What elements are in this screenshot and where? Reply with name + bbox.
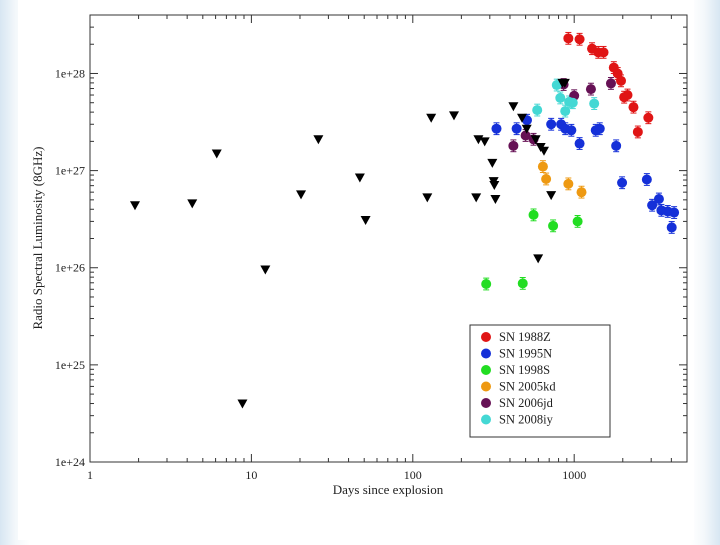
data-point-sn-1995n bbox=[611, 140, 622, 151]
data-point-sn-1998s bbox=[528, 209, 539, 220]
data-point-sn-1998s bbox=[548, 220, 559, 231]
upper-limit-marker bbox=[471, 193, 482, 203]
data-point-sn-2008iy bbox=[589, 98, 600, 109]
upper-limit-marker bbox=[296, 190, 307, 200]
data-point-sn-2005kd bbox=[541, 173, 552, 184]
data-point-sn-1998s bbox=[572, 216, 583, 227]
data-point-sn-2005kd bbox=[563, 178, 574, 189]
y-tick-label: 1e+24 bbox=[55, 455, 85, 469]
data-point-sn-2008iy bbox=[560, 106, 571, 117]
data-point-sn-1988z bbox=[643, 112, 654, 123]
upper-limit-marker bbox=[489, 181, 500, 191]
upper-limit-marker bbox=[448, 111, 459, 121]
axis-ticks bbox=[89, 14, 688, 463]
legend-marker-sn-2006jd bbox=[481, 398, 491, 408]
legend-marker-sn-2008iy bbox=[481, 414, 491, 425]
upper-limit-marker bbox=[211, 149, 222, 159]
legend-box bbox=[469, 324, 611, 438]
upper-limit-marker bbox=[260, 265, 271, 275]
data-point-sn-1995n bbox=[594, 123, 605, 134]
data-point-sn-2006jd bbox=[520, 130, 531, 141]
data-point-sn-1995n bbox=[666, 222, 677, 233]
upper-limit-marker bbox=[479, 137, 490, 147]
y-tick-label: 1e+25 bbox=[55, 358, 85, 372]
data-point-sn-1988z bbox=[598, 47, 609, 58]
data-point-sn-2005kd bbox=[537, 161, 548, 172]
data-point-sn-1995n bbox=[511, 123, 522, 134]
upper-limit-marker bbox=[508, 102, 519, 112]
legend-marker-sn-1988z bbox=[481, 332, 491, 342]
data-point-sn-2006jd bbox=[605, 78, 616, 89]
legend-label-sn-2005kd: SN 2005kd bbox=[499, 380, 556, 394]
upper-limit-marker bbox=[129, 201, 140, 211]
y-axis-label: Radio Spectral Luminosity (8GHz) bbox=[30, 146, 45, 329]
data-point-sn-2006jd bbox=[508, 140, 519, 151]
upper-limit-marker bbox=[313, 135, 324, 145]
legend-label-sn-1988z: SN 1988Z bbox=[499, 330, 551, 344]
legend-label-sn-2006jd: SN 2006jd bbox=[499, 396, 554, 410]
y-tick-label: 1e+26 bbox=[55, 261, 85, 275]
upper-limit-marker bbox=[354, 173, 365, 183]
data-point-sn-2005kd bbox=[576, 187, 587, 198]
legend-marker-sn-1995n bbox=[481, 348, 491, 359]
legend-label-sn-2008iy: SN 2008iy bbox=[499, 413, 554, 427]
upper-limit-marker bbox=[426, 113, 437, 123]
upper-limit-marker bbox=[521, 124, 532, 134]
data-markers bbox=[129, 33, 680, 409]
data-point-sn-1995n bbox=[617, 177, 628, 188]
data-point-sn-1988z bbox=[563, 33, 574, 44]
x-tick-label: 100 bbox=[404, 468, 422, 482]
legend-label-sn-1995n: SN 1995N bbox=[499, 347, 552, 361]
upper-limit-marker bbox=[487, 158, 498, 168]
x-tick-label: 1000 bbox=[562, 468, 586, 482]
upper-limit-marker bbox=[490, 195, 501, 205]
data-point-sn-1995n bbox=[574, 138, 585, 149]
data-point-sn-1998s bbox=[517, 278, 528, 289]
upper-limit-marker bbox=[422, 193, 433, 203]
upper-limit-marker bbox=[530, 135, 541, 145]
data-point-sn-2008iy bbox=[532, 105, 543, 116]
data-point-sn-1995n bbox=[653, 194, 664, 205]
data-point-sn-2008iy bbox=[551, 80, 562, 91]
data-point-sn-2006jd bbox=[585, 84, 596, 95]
data-point-sn-2008iy bbox=[567, 97, 578, 108]
legend-marker-sn-1998s bbox=[481, 365, 491, 375]
legend-label-sn-1998s: SN 1998S bbox=[499, 363, 550, 377]
upper-limit-marker bbox=[237, 399, 248, 409]
data-point-sn-1988z bbox=[622, 90, 633, 101]
data-point-sn-1988z bbox=[632, 126, 643, 137]
x-tick-label: 10 bbox=[245, 468, 257, 482]
y-tick-label: 1e+28 bbox=[55, 66, 85, 80]
data-point-sn-2008iy bbox=[555, 92, 566, 103]
upper-limit-marker bbox=[187, 199, 198, 209]
data-point-sn-1995n bbox=[491, 123, 502, 134]
data-point-sn-1988z bbox=[574, 34, 585, 45]
y-tick-label: 1e+27 bbox=[55, 164, 85, 178]
tick-labels: 1 10 100 1000 1e+24 1e+25 1e+26 1e+27 1e+28 bbox=[55, 66, 586, 482]
upper-limit-marker bbox=[533, 254, 544, 264]
legend: SN 1988Z SN 1995N SN 1998S SN 2005kd SN 2006… bbox=[469, 324, 611, 438]
upper-limit-marker bbox=[360, 216, 371, 226]
data-point-sn-1995n bbox=[546, 119, 557, 130]
legend-marker-sn-2005kd bbox=[481, 381, 491, 392]
data-point-sn-1988z bbox=[615, 75, 626, 86]
upper-limit-marker bbox=[517, 113, 528, 123]
data-point-sn-1995n bbox=[641, 174, 652, 185]
data-point-sn-1998s bbox=[481, 279, 492, 290]
data-point-sn-1988z bbox=[628, 102, 639, 113]
data-point-sn-1995n bbox=[647, 200, 658, 211]
upper-limit-marker bbox=[546, 191, 557, 201]
data-point-sn-1995n bbox=[566, 125, 577, 136]
x-axis-label: Days since explosion bbox=[333, 482, 444, 497]
upper-limit-marker bbox=[559, 78, 570, 88]
upper-limit-marker bbox=[538, 146, 549, 156]
data-point-sn-1995n bbox=[669, 207, 680, 218]
x-tick-label: 1 bbox=[87, 468, 93, 482]
